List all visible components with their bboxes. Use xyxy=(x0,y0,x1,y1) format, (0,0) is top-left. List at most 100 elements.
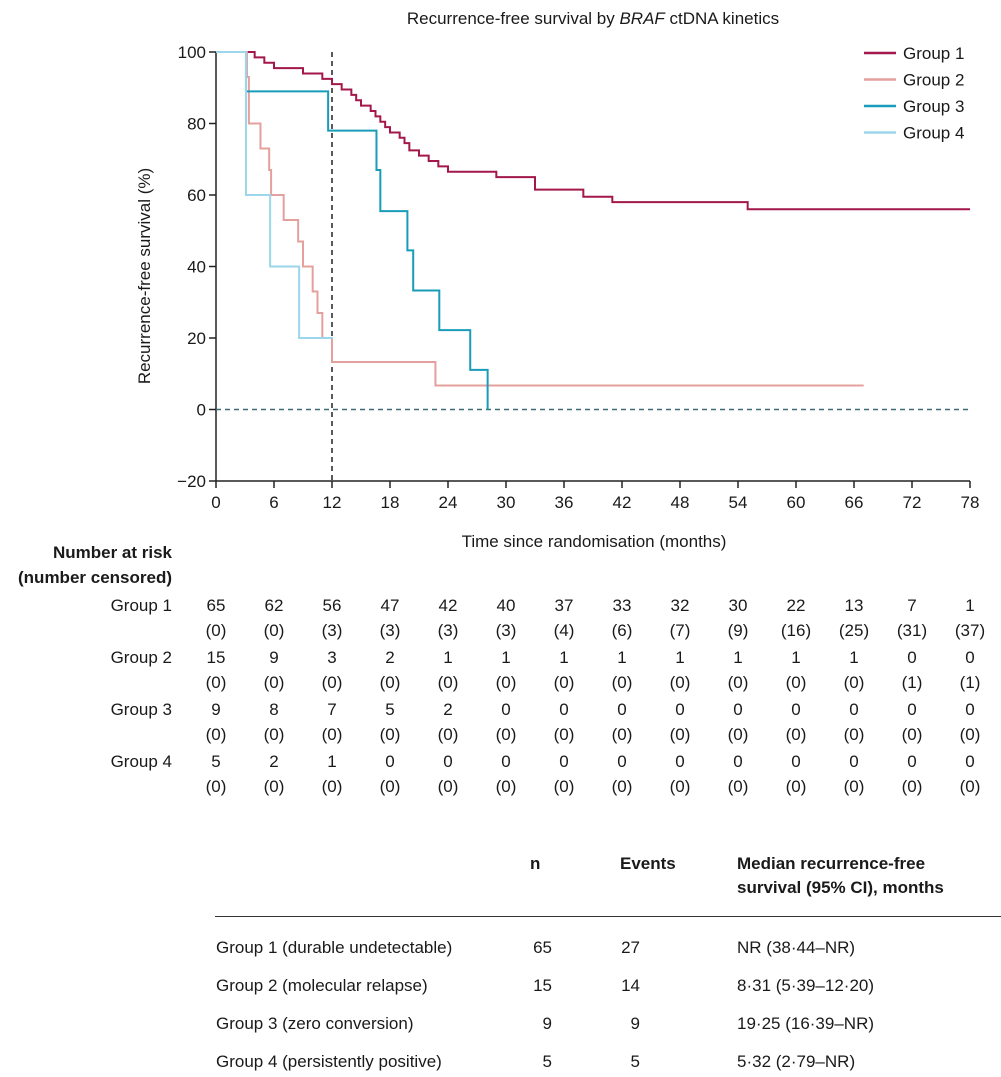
risk-at-risk-value: 0 xyxy=(965,700,975,719)
x-tick-label: 72 xyxy=(903,493,922,512)
risk-censored-value: (4) xyxy=(553,621,575,640)
risk-at-risk-value: 1 xyxy=(675,648,685,667)
legend-label-group-4: Group 4 xyxy=(903,124,964,143)
y-tick-label: 20 xyxy=(187,329,206,348)
risk-censored-value: (0) xyxy=(843,725,865,744)
risk-censored-value: (0) xyxy=(611,673,633,692)
summary-header-median: Median recurrence-free survival (95% CI)… xyxy=(737,852,944,900)
y-tick-label: 60 xyxy=(187,186,206,205)
risk-censored-value: (16) xyxy=(780,621,812,640)
x-tick-label: 0 xyxy=(211,493,220,512)
x-tick-label: 78 xyxy=(961,493,980,512)
risk-at-risk-value: 2 xyxy=(269,752,279,771)
risk-censored-value: (25) xyxy=(838,621,870,640)
summary-n-value: 9 xyxy=(542,1014,552,1033)
x-axis-label: Time since randomisation (months) xyxy=(462,532,727,551)
risk-at-risk-value: 5 xyxy=(385,700,395,719)
risk-at-risk-value: 1 xyxy=(965,596,975,615)
x-tick-label: 30 xyxy=(497,493,516,512)
risk-censored-value: (0) xyxy=(669,673,691,692)
y-tick-label: 100 xyxy=(178,43,206,62)
risk-censored-value: (0) xyxy=(495,725,517,744)
series-line-group-2 xyxy=(216,51,864,387)
summary-group-label: Group 2 (molecular relapse) xyxy=(216,976,428,995)
risk-censored-value: (0) xyxy=(437,673,459,692)
summary-header-n: n xyxy=(530,854,541,873)
risk-censored-value: (6) xyxy=(611,621,633,640)
risk-censored-value: (0) xyxy=(321,673,343,692)
risk-censored-value: (0) xyxy=(901,725,923,744)
risk-censored-value: (0) xyxy=(785,673,807,692)
risk-at-risk-value: 15 xyxy=(206,648,226,667)
risk-row-label: Group 2 xyxy=(110,648,172,667)
summary-group-label: Group 1 (durable undetectable) xyxy=(216,938,453,957)
risk-censored-value: (0) xyxy=(553,725,575,744)
summary-n-value: 15 xyxy=(533,976,552,995)
risk-censored-value: (3) xyxy=(321,621,343,640)
series-line-group-4 xyxy=(216,51,333,339)
risk-censored-value: (0) xyxy=(785,777,807,796)
x-tick-label: 54 xyxy=(729,493,748,512)
y-tick-label: 40 xyxy=(187,258,206,277)
risk-at-risk-value: 0 xyxy=(559,752,569,771)
summary-events-value: 9 xyxy=(630,1014,640,1033)
risk-at-risk-value: 8 xyxy=(269,700,279,719)
risk-at-risk-value: 1 xyxy=(733,648,743,667)
risk-at-risk-value: 0 xyxy=(385,752,395,771)
risk-at-risk-value: 1 xyxy=(501,648,511,667)
risk-at-risk-value: 0 xyxy=(617,700,627,719)
risk-at-risk-value: 1 xyxy=(849,648,859,667)
x-tick-label: 6 xyxy=(269,493,278,512)
risk-at-risk-value: 1 xyxy=(617,648,627,667)
summary-events-value: 14 xyxy=(621,976,640,995)
x-tick-label: 24 xyxy=(439,493,458,512)
risk-at-risk-value: 0 xyxy=(733,700,743,719)
risk-censored-value: (0) xyxy=(611,777,633,796)
risk-at-risk-value: 13 xyxy=(844,596,864,615)
risk-censored-value: (0) xyxy=(727,725,749,744)
summary-events-value: 5 xyxy=(630,1052,640,1071)
risk-row-label: Group 1 xyxy=(110,596,172,615)
risk-censored-value: (0) xyxy=(437,725,459,744)
risk-censored-value: (0) xyxy=(727,673,749,692)
risk-at-risk-value: 1 xyxy=(791,648,801,667)
risk-censored-value: (0) xyxy=(959,725,981,744)
risk-censored-value: (0) xyxy=(727,777,749,796)
risk-at-risk-value: 9 xyxy=(211,700,221,719)
risk-at-risk-value: 7 xyxy=(907,596,917,615)
risk-censored-value: (0) xyxy=(379,673,401,692)
x-tick-label: 66 xyxy=(845,493,864,512)
risk-censored-value: (0) xyxy=(205,621,227,640)
risk-censored-value: (3) xyxy=(379,621,401,640)
risk-at-risk-value: 0 xyxy=(733,752,743,771)
risk-at-risk-value: 40 xyxy=(496,596,516,615)
summary-group-label: Group 3 (zero conversion) xyxy=(216,1014,414,1033)
risk-at-risk-value: 7 xyxy=(327,700,337,719)
summary-median-value: 5·32 (2·79–NR) xyxy=(737,1052,856,1071)
risk-at-risk-value: 0 xyxy=(443,752,453,771)
risk-censored-value: (31) xyxy=(896,621,928,640)
summary-header-events: Events xyxy=(620,854,676,873)
summary-group-label: Group 4 (persistently positive) xyxy=(216,1052,442,1071)
y-axis-label: Recurrence-free survival (%) xyxy=(135,168,154,384)
risk-at-risk-value: 30 xyxy=(728,596,748,615)
risk-at-risk-value: 22 xyxy=(786,596,806,615)
risk-censored-value: (0) xyxy=(611,725,633,744)
risk-title-line2: (number censored) xyxy=(18,568,172,587)
chart-title: Recurrence-free survival by BRAF ctDNA k… xyxy=(407,9,779,28)
series-line-group-3 xyxy=(216,51,489,410)
risk-at-risk-value: 0 xyxy=(849,700,859,719)
risk-censored-value: (3) xyxy=(495,621,517,640)
risk-censored-value: (1) xyxy=(959,673,981,692)
risk-at-risk-value: 33 xyxy=(612,596,632,615)
summary-header-median-line2: survival (95% CI), months xyxy=(737,878,944,897)
risk-censored-value: (9) xyxy=(727,621,749,640)
x-tick-label: 18 xyxy=(381,493,400,512)
risk-censored-value: (0) xyxy=(495,673,517,692)
legend-label-group-2: Group 2 xyxy=(903,71,964,90)
risk-at-risk-value: 0 xyxy=(907,752,917,771)
risk-at-risk-value: 5 xyxy=(211,752,221,771)
summary-median-value: 19·25 (16·39–NR) xyxy=(737,1014,875,1033)
risk-at-risk-value: 9 xyxy=(269,648,279,667)
risk-at-risk-value: 0 xyxy=(791,700,801,719)
